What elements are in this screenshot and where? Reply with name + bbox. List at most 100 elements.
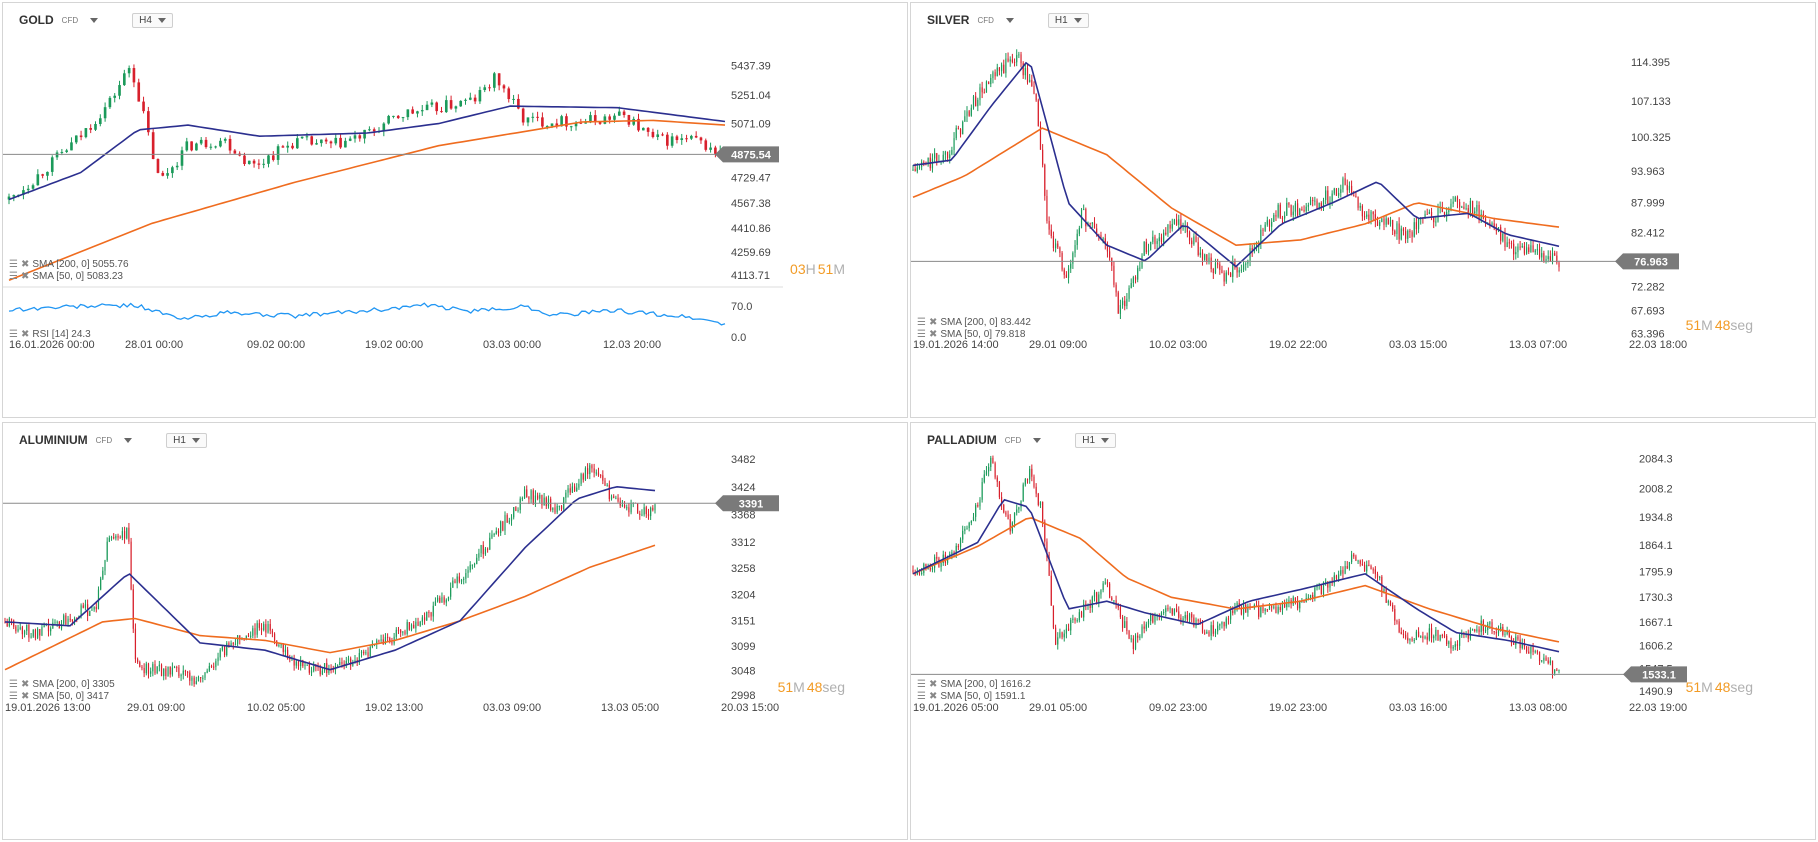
bars-icon[interactable]: ☰ — [917, 679, 926, 690]
candle-body — [1074, 618, 1076, 621]
y-tick-label: 1795.9 — [1639, 567, 1673, 579]
candle-body — [1541, 253, 1543, 258]
aluminium-chart-panel[interactable]: 3482 3424 3368 3312 3258 3204 3151 3099 3048 2998… — [2, 422, 908, 840]
y-tick-label: 114.395 — [1631, 57, 1670, 69]
close-icon[interactable]: ✖ — [20, 679, 30, 690]
symbol-name[interactable]: GOLD — [19, 13, 54, 27]
symbol-name[interactable]: PALLADIUM — [927, 433, 997, 447]
candle-body — [289, 658, 291, 660]
aluminium-chart-canvas[interactable]: 3482 3424 3368 3312 3258 3204 3151 3099 3048 2998… — [3, 423, 909, 841]
candle-body — [428, 612, 430, 614]
candle-body — [1191, 613, 1193, 618]
candle-body — [541, 117, 544, 127]
timeframe-select[interactable]: H1 — [166, 432, 207, 448]
gold-chart-panel[interactable]: 5437.39 5251.04 5071.09 4729.47 4567.38 4410.… — [2, 2, 908, 418]
chevron-down-icon[interactable] — [124, 437, 133, 443]
candle-body — [1478, 629, 1480, 633]
candle-body — [1225, 272, 1227, 282]
bars-icon[interactable]: ☰ — [917, 317, 926, 328]
candle-body — [1355, 556, 1357, 561]
close-icon[interactable]: ✖ — [928, 329, 938, 340]
candle-body — [1428, 211, 1430, 215]
candle-body — [1223, 273, 1225, 282]
symbol-name[interactable]: ALUMINIUM — [19, 433, 88, 447]
candle-body — [526, 489, 528, 497]
sma200-line — [912, 127, 1560, 247]
candle-body — [215, 661, 217, 667]
candle-body — [71, 619, 73, 622]
candle-body — [234, 643, 237, 645]
candle-body — [217, 657, 219, 662]
candle-body — [437, 597, 439, 602]
gold-chart-canvas[interactable]: 5437.39 5251.04 5071.09 4729.47 4567.38 4410.… — [3, 3, 909, 419]
timeframe-select[interactable]: H1 — [1047, 12, 1089, 28]
candle-body — [1322, 200, 1325, 208]
candle-body — [237, 635, 239, 644]
sma50-line — [4, 485, 656, 671]
candle-body — [1050, 575, 1052, 606]
candle-body — [1046, 195, 1048, 222]
bars-icon[interactable]: ☰ — [9, 329, 18, 340]
candle-body — [368, 129, 371, 131]
close-icon[interactable]: ✖ — [20, 329, 30, 340]
close-icon[interactable]: ✖ — [928, 691, 938, 702]
silver-chart-canvas[interactable]: 114.395 107.133 100.325 93.963 87.999 82.412 7… — [911, 3, 1817, 419]
candle-body — [1508, 631, 1510, 637]
timeframe-select[interactable]: H1 — [1075, 432, 1117, 448]
sma200-legend: ☰ ✖ SMA [200, 0] 5055.76 — [9, 259, 129, 270]
candle-body — [167, 666, 169, 676]
close-icon[interactable]: ✖ — [20, 259, 30, 270]
candle-body — [195, 143, 198, 151]
countdown-minutes-unit: M — [1701, 317, 1713, 333]
candle-body — [1229, 610, 1232, 620]
y-tick-label: 1864.1 — [1639, 540, 1673, 552]
chevron-down-icon[interactable] — [1005, 17, 1014, 23]
candle-body — [473, 564, 476, 566]
current-price-tag — [715, 146, 779, 163]
symbol-name[interactable]: SILVER — [927, 13, 970, 27]
close-icon[interactable]: ✖ — [928, 679, 938, 690]
bars-icon[interactable]: ☰ — [9, 259, 18, 270]
close-icon[interactable]: ✖ — [20, 691, 30, 702]
bars-icon[interactable]: ☰ — [917, 329, 926, 340]
chevron-down-icon[interactable] — [1033, 437, 1042, 443]
silver-chart-panel[interactable]: 114.395 107.133 100.325 93.963 87.999 82.412 7… — [910, 2, 1816, 418]
candle-body — [1322, 581, 1325, 595]
chevron-down-icon — [191, 437, 200, 443]
candle-body — [252, 160, 256, 164]
candle-body — [213, 666, 215, 668]
palladium-chart-canvas[interactable]: 2084.3 2008.2 1934.8 1864.1 1795.9 1730.3 1667… — [911, 423, 1817, 841]
timeframe-select[interactable]: H4 — [132, 12, 173, 28]
candle-body — [1335, 575, 1338, 579]
candle-body — [1132, 638, 1134, 650]
countdown-minutes: 51 — [1685, 317, 1702, 333]
candle-body — [404, 631, 406, 635]
bars-icon[interactable]: ☰ — [9, 679, 18, 690]
chevron-down-icon[interactable] — [90, 17, 99, 23]
candle-body — [1003, 504, 1005, 513]
candle-body — [265, 624, 267, 633]
candle-body — [587, 468, 589, 475]
close-icon[interactable]: ✖ — [928, 317, 938, 328]
bars-icon[interactable]: ☰ — [917, 691, 926, 702]
candle-body — [639, 513, 641, 515]
close-icon[interactable]: ✖ — [20, 271, 30, 282]
palladium-chart-panel[interactable]: 2084.3 2008.2 1934.8 1864.1 1795.9 1730.3 1667… — [910, 422, 1816, 840]
bars-icon[interactable]: ☰ — [9, 271, 18, 282]
candle-body — [1456, 644, 1459, 646]
y-tick-label: 63.396 — [1631, 329, 1665, 341]
candle-body — [1128, 288, 1130, 299]
bars-icon[interactable]: ☰ — [9, 691, 18, 702]
candle-body — [1342, 570, 1344, 574]
candle-body — [345, 660, 347, 666]
candle-body — [254, 628, 256, 635]
candle-body — [344, 140, 347, 148]
candle-body — [949, 154, 951, 158]
candle-body — [645, 507, 647, 515]
candle-body — [1074, 245, 1076, 253]
candle-body — [591, 465, 593, 469]
candle-body — [202, 677, 204, 679]
candle-body — [1405, 634, 1407, 638]
candle-body — [1454, 197, 1456, 202]
candle-body — [1547, 256, 1549, 260]
